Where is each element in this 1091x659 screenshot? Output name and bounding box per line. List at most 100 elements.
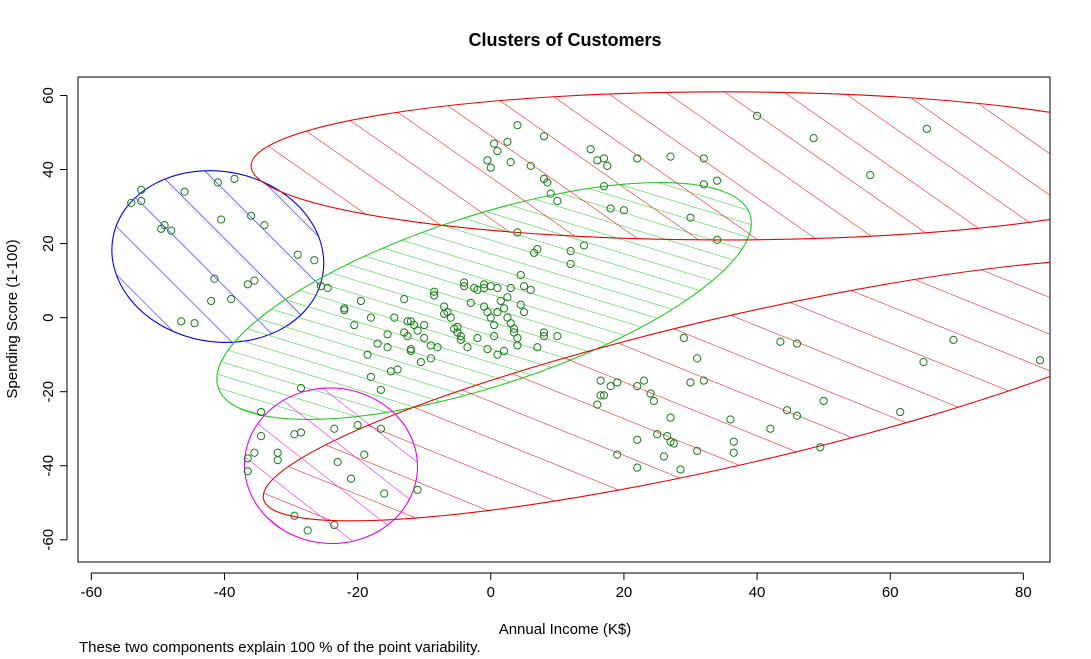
data-point [296,383,306,393]
data-point [137,185,146,195]
x-tick-label: 60 [882,584,899,601]
data-point [256,432,266,441]
data-point [293,250,302,259]
data-point [776,337,785,346]
data-point [693,446,702,456]
data-point [167,226,176,235]
data-point [499,346,509,356]
data-point [493,307,502,317]
data-point [513,228,522,237]
data-point [606,382,615,391]
data-point [350,320,359,330]
data-point [513,121,522,130]
data-point [390,313,399,322]
data-point [456,335,465,344]
data-point [503,137,512,146]
data-point [666,152,675,161]
data-point [330,424,339,433]
data-point [819,396,828,406]
data-point [566,246,575,256]
data-point [669,439,678,448]
data-point [446,313,455,322]
data-point [353,420,362,430]
data-point [260,220,269,230]
data-point [323,283,332,293]
data-point [782,406,792,415]
data-point [426,354,435,363]
data-point [483,156,492,165]
data-point [896,407,905,417]
data-point [217,215,226,224]
data-point [360,450,369,459]
data-point [403,332,412,341]
y-tick-label: 40 [40,161,57,178]
data-point [513,341,522,350]
data-point [330,520,339,530]
data-point [659,452,668,461]
data-point [686,213,695,222]
data-point [137,196,146,206]
data-point [460,278,469,287]
data-point [919,357,928,367]
data-point [1035,356,1045,365]
data-point [519,282,529,291]
data-point [303,526,312,535]
data-points [127,111,1045,535]
data-point [416,357,425,367]
data-point [599,391,609,400]
data-point [579,241,589,250]
data-point [190,319,199,328]
data-point [273,456,282,465]
data-point [729,437,738,446]
data-point [376,385,386,394]
data-point [699,180,708,189]
data-point [393,365,402,374]
data-point [250,276,259,285]
data-point [430,291,439,300]
data-point [403,317,412,326]
data-point [366,372,376,381]
data-point [533,245,542,254]
data-point [489,139,499,148]
data-point [649,396,658,406]
data-point [496,296,505,306]
data-point [539,328,549,337]
data-point [699,154,708,163]
y-tick-label: 0 [40,313,57,321]
cluster-ellipses [111,91,1050,545]
data-point [546,189,555,198]
data-point [333,457,342,467]
data-point [766,424,775,433]
cluster-ellipse [250,91,1050,241]
data-point [619,206,629,215]
y-tick-label: -20 [40,381,57,403]
data-point [493,146,502,156]
data-point [599,182,609,191]
data-point [653,430,662,439]
data-point [466,298,475,307]
data-point [792,339,802,348]
data-point [433,343,442,352]
data-point [676,465,685,474]
data-point [596,376,605,385]
x-axis-label: Annual Income (K$) [499,621,632,638]
data-point [553,332,562,341]
data-point [606,204,615,213]
data-point [243,454,252,463]
data-point [250,448,259,457]
y-tick-label: 60 [40,87,57,104]
data-point [463,343,472,352]
data-point [420,333,429,343]
data-point [809,133,818,143]
y-axis: -60 -40 -20 0 20 40 60 [40,87,68,551]
data-point [603,161,612,170]
data-point [633,463,642,472]
data-point [243,280,252,289]
data-point [729,448,738,457]
data-point [366,313,376,322]
data-point [310,256,319,265]
data-point [949,335,958,344]
data-point [243,467,252,476]
data-point [207,296,216,306]
x-tick-label: 80 [1015,584,1032,601]
